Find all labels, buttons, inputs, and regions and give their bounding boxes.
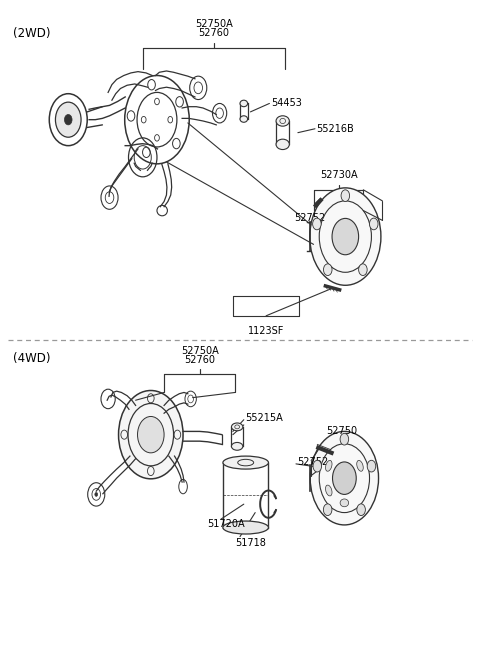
Circle shape [357, 504, 365, 515]
Text: 1123SF: 1123SF [248, 326, 284, 335]
Ellipse shape [223, 521, 268, 534]
Ellipse shape [240, 100, 248, 107]
Circle shape [340, 434, 348, 445]
Text: 52750A: 52750A [181, 346, 218, 356]
Text: (4WD): (4WD) [13, 352, 51, 365]
Circle shape [324, 504, 332, 515]
Ellipse shape [325, 485, 332, 496]
Text: 52730A: 52730A [320, 170, 358, 180]
Circle shape [359, 264, 367, 276]
Circle shape [367, 460, 376, 472]
Circle shape [95, 493, 97, 496]
Ellipse shape [325, 460, 332, 471]
Circle shape [313, 460, 322, 472]
Ellipse shape [240, 116, 248, 122]
Ellipse shape [276, 116, 289, 126]
Ellipse shape [231, 442, 243, 450]
Text: 54453: 54453 [271, 98, 302, 109]
Circle shape [324, 264, 332, 276]
Ellipse shape [357, 460, 363, 471]
Text: 55215A: 55215A [245, 413, 283, 423]
Circle shape [56, 102, 81, 137]
Text: 52750A: 52750A [195, 19, 233, 29]
Text: 52752: 52752 [297, 457, 328, 467]
Ellipse shape [231, 423, 243, 431]
Text: (2WD): (2WD) [13, 28, 51, 41]
Text: 52760: 52760 [198, 28, 229, 38]
Circle shape [333, 462, 356, 495]
Ellipse shape [223, 456, 268, 469]
Circle shape [119, 390, 183, 479]
Text: 51718: 51718 [235, 538, 266, 548]
Text: 55216B: 55216B [316, 124, 354, 134]
Circle shape [64, 115, 72, 125]
Circle shape [341, 190, 349, 202]
Circle shape [310, 188, 381, 286]
Circle shape [137, 417, 164, 453]
Text: 52750: 52750 [326, 426, 357, 436]
Text: 52752: 52752 [295, 214, 326, 223]
Circle shape [332, 218, 359, 255]
Circle shape [370, 218, 378, 230]
Text: 51720A: 51720A [207, 519, 244, 529]
Ellipse shape [340, 499, 348, 507]
Circle shape [310, 432, 379, 525]
Text: 52760: 52760 [184, 355, 215, 365]
Ellipse shape [276, 139, 289, 149]
Circle shape [312, 218, 321, 230]
